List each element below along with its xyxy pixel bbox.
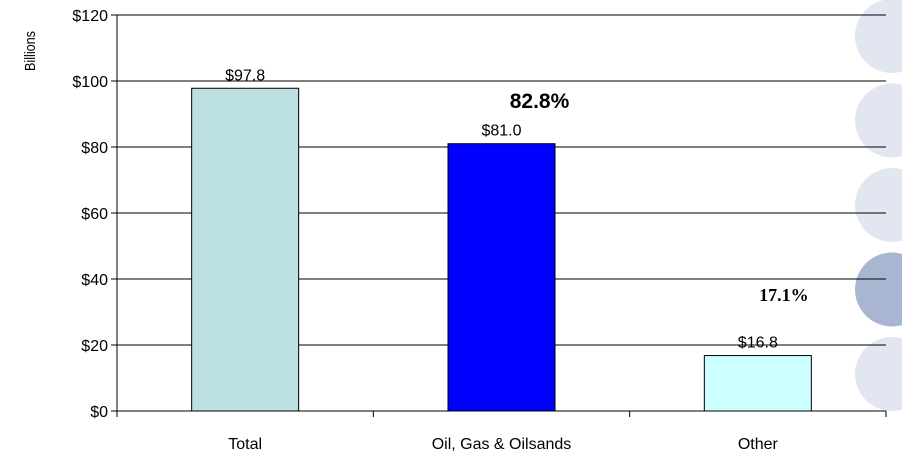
bar (703, 355, 812, 412)
annotation-percent: 82.8% (510, 90, 570, 113)
data-label: $16.8 (738, 335, 778, 352)
bar (447, 143, 556, 412)
y-tick-label: $40 (81, 272, 108, 289)
y-tick-label: $20 (81, 338, 108, 355)
value-labels: $97.8 $81.0 $16.8 (225, 67, 778, 351)
y-tick-label: $0 (90, 404, 108, 421)
data-label: $97.8 (225, 67, 265, 84)
decor-circle (855, 83, 902, 158)
decor-circle (855, 337, 902, 411)
y-tick-label: $120 (72, 8, 108, 25)
data-label: $81.0 (481, 123, 521, 140)
decorative-circles (855, 0, 902, 411)
y-tick-label: $80 (81, 140, 108, 157)
category-label: Oil, Gas & Oilsands (432, 436, 572, 453)
y-tick-label: $60 (81, 206, 108, 223)
axes (116, 15, 887, 417)
annotation-percent: 17.1% (759, 285, 809, 305)
decor-circle (855, 0, 902, 73)
category-label: Other (738, 436, 779, 453)
decor-circle (855, 252, 902, 327)
bars (191, 87, 812, 412)
category-label: Total (228, 436, 262, 453)
y-tick-labels: $0 $20 $40 $60 $80 $100 $120 (72, 8, 108, 421)
bar (191, 87, 300, 412)
annotations: 82.8% 17.1% (510, 90, 809, 305)
y-axis-label: Billions (22, 31, 39, 71)
category-labels: Total Oil, Gas & Oilsands Other (228, 436, 778, 453)
y-tick-label: $100 (72, 74, 108, 91)
decor-circle (855, 168, 902, 242)
